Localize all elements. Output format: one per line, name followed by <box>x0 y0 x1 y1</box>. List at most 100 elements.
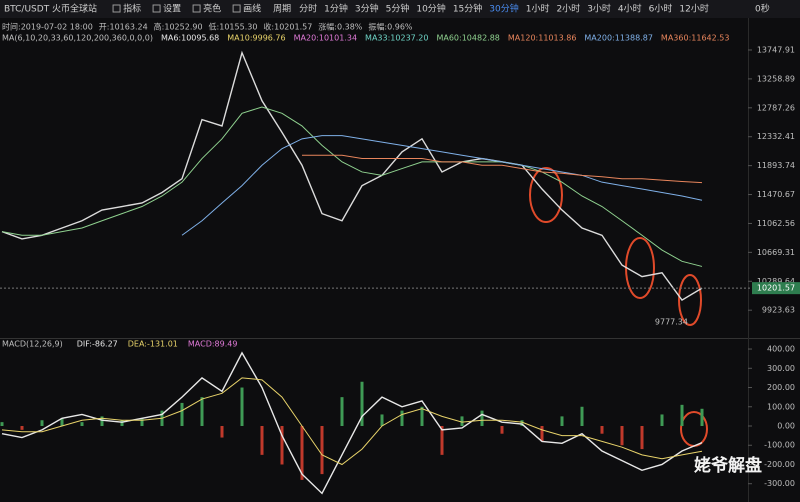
y-tick-label: 0.00 <box>777 422 795 431</box>
button-icon <box>152 4 161 13</box>
info-item: 高:10252.90 <box>154 22 203 32</box>
info-item: 开:10163.24 <box>99 23 148 32</box>
y-tick-label: 12332.41 <box>757 132 795 141</box>
macd-bar <box>380 414 384 427</box>
y-tick-label: 200.00 <box>767 383 795 392</box>
period-button[interactable]: 1小时 <box>526 3 550 15</box>
period-button[interactable]: 30分钟 <box>489 3 518 15</box>
info-item: 涨幅:0.38% <box>318 22 363 32</box>
macd-legend-item: DEA:-131.01 <box>128 340 178 349</box>
macd-bar <box>440 426 444 455</box>
y-tick-label: -200.00 <box>764 460 795 469</box>
series-line <box>1 377 703 466</box>
macd-bar <box>60 418 64 427</box>
series-line <box>1 351 703 495</box>
macd-bar <box>220 426 224 438</box>
ma-legend-item: MA360:11642.53 <box>661 34 730 43</box>
period-button[interactable]: 12小时 <box>679 3 708 15</box>
toolbar-button[interactable]: 指标 <box>123 3 141 15</box>
symbol[interactable]: BTC/USDT 火币全球站 <box>4 3 97 15</box>
macd-bar <box>200 397 204 427</box>
price-tag <box>752 282 800 295</box>
macd-bar <box>260 426 264 455</box>
highlight-circle <box>678 274 702 326</box>
period-button[interactable]: 3小时 <box>587 3 611 15</box>
toolbar-button[interactable]: 亮色 <box>203 3 221 15</box>
macd-bar <box>660 414 664 427</box>
button-icon <box>112 4 121 13</box>
button-icon <box>192 4 201 13</box>
macd-bar <box>460 416 464 427</box>
toolbar-button[interactable]: 设置 <box>163 4 181 15</box>
macd-bar <box>100 416 104 427</box>
macd-legend-item: DIF:-86.27 <box>77 340 118 349</box>
toolbar-button[interactable]: 画线 <box>243 3 261 15</box>
macd-legend-title: MACD(12,26,9) <box>2 340 63 349</box>
y-tick-label: 11470.67 <box>757 190 795 199</box>
macd-bar <box>540 426 544 442</box>
period-button[interactable]: 5分钟 <box>386 3 410 15</box>
macd-bar <box>680 404 684 427</box>
button-icon <box>232 4 241 13</box>
period-button[interactable]: 10分钟 <box>416 3 445 15</box>
macd-bar <box>560 416 564 427</box>
ma-legend-item: MA20:10101.34 <box>294 34 357 43</box>
ma-legend-item: MA120:11013.86 <box>508 34 577 43</box>
highlight-circle <box>529 167 563 223</box>
ma-legend-title: MA(6,10,20,33,60,120,200,360,0,0,0) <box>2 34 153 43</box>
macd-bar <box>500 426 504 434</box>
ma-legend-item: MA33:10237.20 <box>365 34 428 43</box>
low-annotation: 9777.34 <box>655 318 688 327</box>
macd-bar <box>280 426 284 465</box>
y-tick-label: 400.00 <box>767 345 795 354</box>
series-line <box>1 50 703 302</box>
highlight-circle <box>625 237 655 299</box>
y-tick-label: 13258.89 <box>757 74 795 83</box>
macd-bar <box>120 420 124 427</box>
y-tick-label: 11062.56 <box>757 219 795 228</box>
period-button[interactable]: 15分钟 <box>453 3 482 15</box>
macd-bar <box>360 381 364 427</box>
period-button[interactable]: 3分钟 <box>355 3 379 15</box>
macd-bar <box>640 426 644 450</box>
macd-bar <box>80 422 84 427</box>
y-tick-label: 10669.31 <box>757 248 795 257</box>
macd-bar <box>340 397 344 427</box>
y-tick-label: -100.00 <box>764 441 795 450</box>
y-tick-label: 12787.26 <box>757 103 795 112</box>
macd-bar <box>180 402 184 427</box>
period-label: 周期 <box>273 4 291 15</box>
macd-legend-item: MACD:89.49 <box>188 340 238 349</box>
watermark: 姥爷解盘 <box>694 455 762 476</box>
y-tick-label: 300.00 <box>767 364 795 373</box>
ma-legend-item: MA60:10482.88 <box>436 34 499 43</box>
macd-bar <box>580 406 584 427</box>
macd-bar <box>240 387 244 427</box>
ma-legend-item: MA10:9996.76 <box>227 34 285 43</box>
timer: 0秒 <box>755 3 770 15</box>
macd-bar <box>420 406 424 427</box>
info-item: 低:10155.30 <box>209 22 258 32</box>
y-tick-label: 13747.91 <box>757 45 795 54</box>
y-tick-label: 100.00 <box>767 402 795 411</box>
series-line <box>1 106 703 267</box>
y-tick-label: 10289.64 <box>757 277 795 286</box>
macd-bar <box>620 426 624 446</box>
series-line <box>302 154 703 184</box>
period-button[interactable]: 6小时 <box>649 3 673 15</box>
y-tick-label: 11893.74 <box>757 161 795 170</box>
macd-bar <box>320 426 324 475</box>
y-tick-label: -300.00 <box>764 479 795 488</box>
macd-bar <box>400 410 404 427</box>
period-button[interactable]: 2小时 <box>556 3 580 15</box>
macd-bar <box>700 408 704 427</box>
macd-bar <box>0 422 4 427</box>
period-button[interactable]: 4小时 <box>618 3 642 15</box>
period-button[interactable]: 1分钟 <box>324 3 348 15</box>
macd-bar <box>300 426 304 480</box>
info-item: 时间:2019-07-02 18:00 <box>2 22 93 32</box>
period-button[interactable]: 分时 <box>299 3 317 15</box>
macd-bar <box>40 420 44 427</box>
